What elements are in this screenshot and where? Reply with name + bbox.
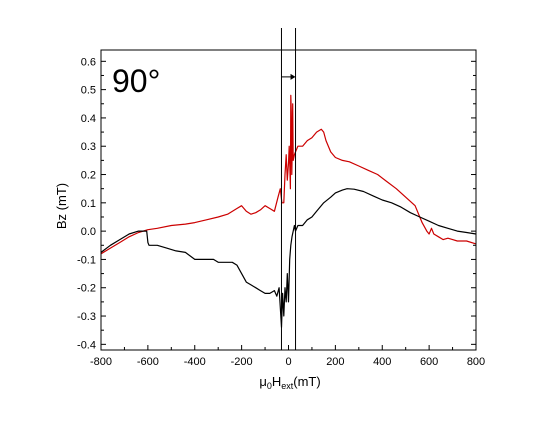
series-layer bbox=[100, 94, 477, 328]
y-tick-label: 0.3 bbox=[81, 141, 96, 153]
series-line-2 bbox=[100, 188, 477, 328]
x-tick-label: 600 bbox=[420, 356, 438, 368]
y-tick-label: 0.4 bbox=[81, 113, 96, 125]
x-tick-label: -200 bbox=[231, 356, 253, 368]
x-axis-title-sub0: 0 bbox=[267, 381, 272, 391]
x-tick-label: -400 bbox=[184, 356, 206, 368]
series-line-1 bbox=[100, 94, 477, 255]
x-tick-label: -800 bbox=[90, 356, 112, 368]
y-tick-label: 0.6 bbox=[81, 56, 96, 68]
x-axis-title-h: H bbox=[272, 374, 281, 389]
arrow-head bbox=[290, 73, 296, 80]
x-tick-label: -600 bbox=[137, 356, 159, 368]
y-tick-label: 0.1 bbox=[81, 198, 96, 210]
x-tick-label: 400 bbox=[373, 356, 391, 368]
y-axis-title: Bz (mT) bbox=[54, 183, 69, 229]
vertical-lines-layer bbox=[280, 28, 297, 350]
arrow-layer bbox=[281, 73, 296, 80]
y-tick-label: 0.0 bbox=[81, 226, 96, 238]
x-tick-label: 200 bbox=[326, 356, 344, 368]
y-tick-label: -0.2 bbox=[77, 283, 96, 295]
x-axis-title-mu: μ bbox=[259, 374, 267, 389]
x-axis-title: μ0Hext(mT) bbox=[259, 374, 320, 391]
y-tick-label: 0.5 bbox=[81, 85, 96, 97]
angle-annotation: 90° bbox=[112, 63, 160, 99]
ticks-layer: -800 -600 -400 -200 0 200 400 600 800 -0.4 -0.3 -0.… bbox=[77, 56, 485, 368]
x-axis-title-subext: ext bbox=[281, 381, 294, 391]
y-tick-label: -0.4 bbox=[77, 339, 96, 351]
y-tick-label: -0.3 bbox=[77, 311, 96, 323]
x-tick-label: 0 bbox=[285, 356, 291, 368]
y-tick-label: 0.2 bbox=[81, 170, 96, 182]
x-tick-label: 800 bbox=[467, 356, 485, 368]
x-axis-title-unit: (mT) bbox=[293, 374, 320, 389]
y-tick-label: -0.1 bbox=[77, 254, 96, 266]
